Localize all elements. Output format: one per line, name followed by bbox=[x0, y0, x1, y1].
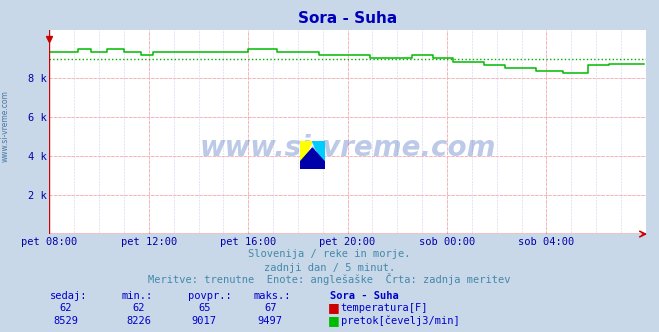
Text: 9497: 9497 bbox=[258, 316, 283, 326]
Text: temperatura[F]: temperatura[F] bbox=[341, 303, 428, 313]
Text: pretok[čevelj3/min]: pretok[čevelj3/min] bbox=[341, 315, 459, 326]
Text: www.si-vreme.com: www.si-vreme.com bbox=[200, 134, 496, 162]
Text: Meritve: trenutne  Enote: anglešaške  Črta: zadnja meritev: Meritve: trenutne Enote: anglešaške Črta… bbox=[148, 273, 511, 285]
Polygon shape bbox=[312, 141, 325, 169]
Text: min.:: min.: bbox=[122, 291, 153, 301]
Text: 67: 67 bbox=[264, 303, 276, 313]
Text: 62: 62 bbox=[60, 303, 72, 313]
Text: 62: 62 bbox=[132, 303, 144, 313]
Text: Slovenija / reke in morje.: Slovenija / reke in morje. bbox=[248, 249, 411, 259]
Text: ■: ■ bbox=[328, 314, 339, 327]
Text: ■: ■ bbox=[328, 301, 339, 314]
Text: 8529: 8529 bbox=[53, 316, 78, 326]
Text: 8226: 8226 bbox=[126, 316, 151, 326]
Polygon shape bbox=[300, 141, 312, 169]
Text: www.si-vreme.com: www.si-vreme.com bbox=[1, 90, 10, 162]
Text: 65: 65 bbox=[198, 303, 210, 313]
Text: povpr.:: povpr.: bbox=[188, 291, 231, 301]
Text: maks.:: maks.: bbox=[254, 291, 291, 301]
Text: Sora - Suha: Sora - Suha bbox=[330, 291, 398, 301]
Title: Sora - Suha: Sora - Suha bbox=[298, 11, 397, 26]
Text: zadnji dan / 5 minut.: zadnji dan / 5 minut. bbox=[264, 263, 395, 273]
Text: sedaj:: sedaj: bbox=[49, 291, 87, 301]
Text: 9017: 9017 bbox=[192, 316, 217, 326]
Polygon shape bbox=[300, 148, 325, 169]
